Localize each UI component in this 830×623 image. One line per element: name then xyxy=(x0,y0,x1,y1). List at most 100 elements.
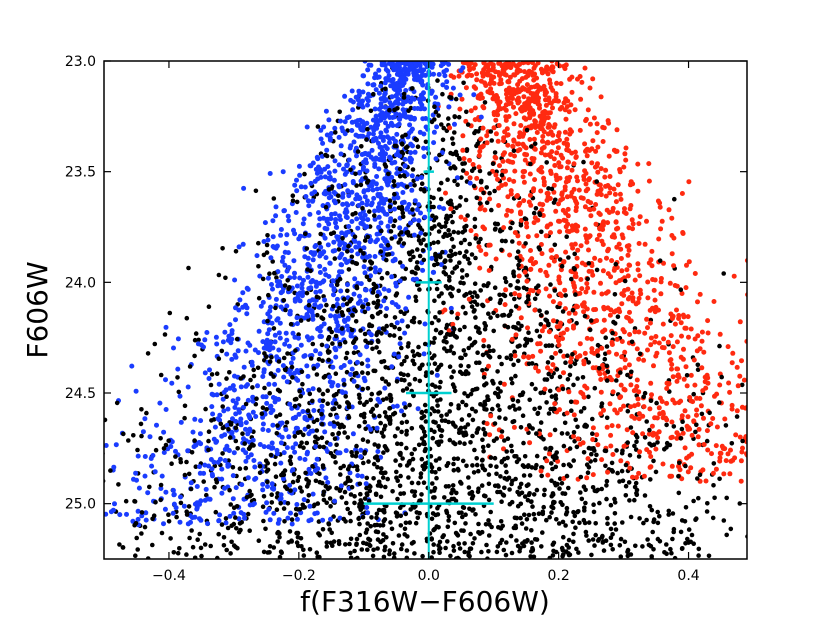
data-point-blue xyxy=(355,251,361,257)
data-point-red xyxy=(508,188,514,194)
data-point-blue xyxy=(382,62,388,68)
data-point-blue xyxy=(219,490,225,496)
data-point-red xyxy=(685,314,691,320)
data-point-blue xyxy=(344,215,350,221)
data-point-blue xyxy=(251,501,257,507)
data-point-black xyxy=(234,504,240,509)
data-point-black xyxy=(657,513,662,519)
data-point-black xyxy=(492,188,497,194)
data-point-black xyxy=(334,442,339,448)
data-point-red xyxy=(448,206,454,212)
data-point-red xyxy=(490,96,496,102)
data-point-blue xyxy=(337,213,342,219)
data-point-black xyxy=(488,463,493,469)
data-point-black xyxy=(271,196,277,201)
data-point-blue xyxy=(393,280,399,286)
data-point-red xyxy=(664,400,670,406)
data-point-blue xyxy=(378,130,384,136)
data-point-black xyxy=(361,402,367,408)
data-point-red xyxy=(567,127,573,133)
data-point-black xyxy=(462,541,467,546)
data-point-black xyxy=(423,139,429,145)
data-point-blue xyxy=(420,82,426,88)
data-point-red xyxy=(598,94,604,100)
data-point-blue xyxy=(322,429,328,435)
data-point-red xyxy=(632,403,638,409)
data-point-red xyxy=(582,65,588,71)
data-point-red xyxy=(705,375,711,381)
data-point-red xyxy=(512,291,518,297)
data-point-red xyxy=(516,273,522,279)
data-point-red xyxy=(538,150,544,156)
data-point-blue xyxy=(307,163,313,169)
data-point-red xyxy=(502,302,508,308)
data-point-blue xyxy=(381,134,386,140)
data-point-blue xyxy=(282,341,288,347)
data-point-blue xyxy=(321,215,327,221)
data-point-black xyxy=(369,340,374,346)
data-point-blue xyxy=(364,344,370,350)
data-point-blue xyxy=(279,258,285,264)
data-point-red xyxy=(717,331,723,337)
data-point-red xyxy=(603,193,609,199)
data-point-red xyxy=(604,424,610,430)
data-point-red xyxy=(656,340,662,346)
data-point-blue xyxy=(338,143,344,149)
data-point-blue xyxy=(309,191,315,197)
data-point-blue xyxy=(349,88,355,94)
data-point-blue xyxy=(375,449,381,454)
data-point-black xyxy=(334,391,339,397)
data-point-black xyxy=(192,353,197,359)
data-point-red xyxy=(493,117,499,123)
data-point-red xyxy=(686,334,691,340)
data-point-blue xyxy=(310,313,316,319)
data-point-red xyxy=(762,407,767,412)
data-point-black xyxy=(304,290,310,296)
data-point-blue xyxy=(364,202,370,208)
data-point-blue xyxy=(419,175,424,180)
data-point-red xyxy=(672,283,678,288)
data-point-black xyxy=(561,534,566,540)
data-point-red xyxy=(537,267,543,273)
data-point-red xyxy=(554,150,560,156)
data-point-blue xyxy=(317,263,323,269)
data-point-red xyxy=(503,181,508,187)
data-point-black xyxy=(612,521,617,526)
data-point-blue xyxy=(364,224,370,230)
data-point-red xyxy=(555,98,561,104)
data-point-red xyxy=(522,69,527,75)
data-point-red xyxy=(553,208,559,214)
data-point-blue xyxy=(206,463,212,469)
data-point-red xyxy=(723,458,729,464)
data-point-black xyxy=(548,282,553,287)
data-point-black xyxy=(436,466,442,472)
data-point-black xyxy=(219,348,225,354)
data-point-blue xyxy=(363,481,369,487)
data-point-black xyxy=(608,526,614,532)
data-point-black xyxy=(570,307,576,313)
data-point-blue xyxy=(328,131,334,136)
data-point-red xyxy=(728,458,734,464)
data-point-red xyxy=(502,65,508,71)
data-point-blue xyxy=(243,458,249,464)
data-point-black xyxy=(534,453,540,459)
data-point-black xyxy=(387,421,393,426)
data-point-blue xyxy=(346,157,352,163)
data-point-red xyxy=(653,334,659,339)
data-point-red xyxy=(537,105,542,111)
data-point-red xyxy=(543,102,549,108)
data-point-black xyxy=(438,330,444,335)
data-point-blue xyxy=(306,466,312,472)
data-point-red xyxy=(660,461,666,467)
data-point-red xyxy=(555,145,561,151)
data-point-black xyxy=(552,288,558,293)
data-point-red xyxy=(575,178,580,184)
data-point-red xyxy=(561,100,567,106)
data-point-black xyxy=(581,405,587,411)
data-point-black xyxy=(287,458,293,464)
data-point-red xyxy=(548,230,553,236)
data-point-black xyxy=(173,454,178,459)
data-point-black xyxy=(401,91,407,97)
data-point-red xyxy=(534,233,540,239)
data-point-black xyxy=(419,456,425,462)
